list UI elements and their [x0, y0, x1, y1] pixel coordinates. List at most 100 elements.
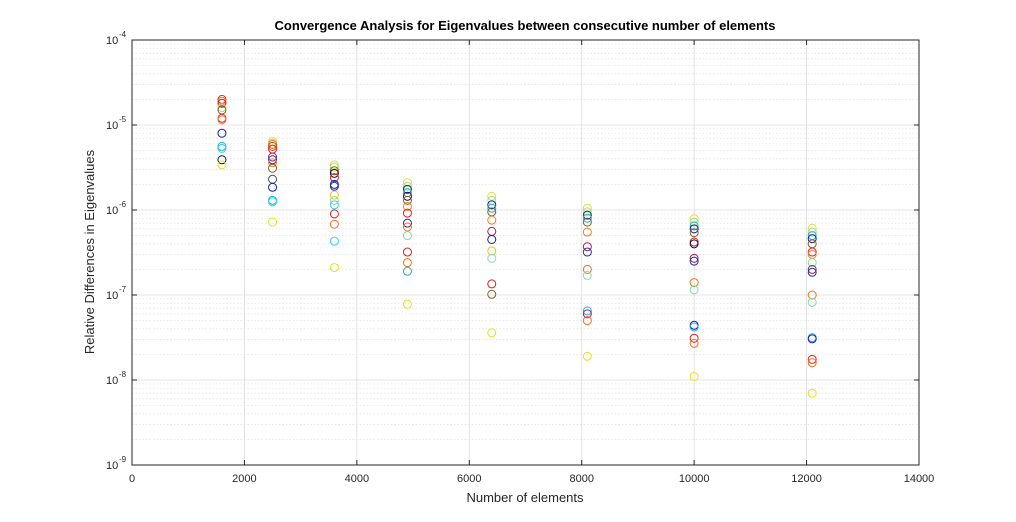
- y-axis-title: Relative Differences in Eigenvalues: [82, 149, 97, 354]
- data-point: [402, 191, 412, 201]
- data-point: [487, 253, 497, 263]
- y-tick-label-base: 10: [106, 290, 118, 302]
- data-point: [268, 182, 278, 192]
- data-point: [402, 181, 412, 191]
- data-point: [217, 155, 227, 165]
- data-point: [329, 195, 339, 205]
- y-tick-label-base: 10: [106, 205, 118, 217]
- data-point: [217, 115, 227, 125]
- data-point: [582, 213, 592, 223]
- data-point: [689, 217, 699, 227]
- plot-area-border: [131, 39, 920, 466]
- y-tick-label-exponent: -8: [119, 370, 127, 379]
- data-point: [582, 207, 592, 217]
- data-point: [582, 316, 592, 326]
- y-axis-ticks: 10-910-810-710-610-510-4: [106, 30, 919, 472]
- data-point: [807, 264, 817, 274]
- data-point: [402, 208, 412, 218]
- data-point: [329, 166, 339, 176]
- data-point: [402, 184, 412, 194]
- data-point: [582, 203, 592, 213]
- data-point: [329, 209, 339, 219]
- data-point: [329, 263, 339, 273]
- data-point: [487, 289, 497, 299]
- data-point: [689, 221, 699, 231]
- x-tick-label: 4000: [345, 473, 369, 485]
- data-point: [217, 143, 227, 153]
- y-tick-label-base: 10: [106, 375, 118, 387]
- y-tick-label-base: 10: [106, 120, 118, 132]
- data-point: [268, 158, 278, 168]
- data-point: [402, 195, 412, 205]
- data-point: [268, 217, 278, 227]
- data-point: [402, 247, 412, 257]
- data-point: [487, 246, 497, 256]
- y-tick-label-exponent: -6: [119, 200, 127, 209]
- data-point: [807, 247, 817, 257]
- data-point: [807, 354, 817, 364]
- data-point: [402, 201, 412, 211]
- data-point: [217, 98, 227, 108]
- data-point: [582, 242, 592, 252]
- x-tick-label: 8000: [569, 473, 593, 485]
- data-point: [582, 217, 592, 227]
- data-points: [217, 94, 817, 398]
- data-point: [689, 285, 699, 295]
- x-axis-ticks: 0 2000 4000 6000 8000 10000 12000 14000: [129, 40, 934, 485]
- x-tick-label: 14000: [904, 473, 935, 485]
- data-point: [402, 266, 412, 276]
- data-point: [487, 234, 497, 244]
- data-point: [689, 322, 699, 332]
- data-point: [329, 173, 339, 183]
- data-point: [487, 215, 497, 225]
- y-tick-label-exponent: -9: [119, 455, 127, 464]
- data-point: [807, 227, 817, 237]
- data-point: [268, 141, 278, 151]
- data-point: [487, 200, 497, 210]
- data-point: [329, 168, 339, 178]
- data-point: [487, 191, 497, 201]
- data-point: [217, 128, 227, 138]
- data-point: [582, 306, 592, 316]
- data-point: [402, 258, 412, 268]
- x-tick-label: 6000: [457, 473, 481, 485]
- data-point: [689, 214, 699, 224]
- data-point: [329, 162, 339, 172]
- data-point: [329, 190, 339, 200]
- data-point: [689, 278, 699, 288]
- data-point: [807, 267, 817, 277]
- data-point: [268, 197, 278, 207]
- data-point: [582, 264, 592, 274]
- data-point: [329, 200, 339, 210]
- data-point: [487, 279, 497, 289]
- data-point: [582, 351, 592, 361]
- data-point: [807, 388, 817, 398]
- y-tick-label-exponent: -4: [119, 30, 127, 39]
- y-tick-label-exponent: -7: [119, 285, 127, 294]
- y-tick-label-base: 10: [106, 35, 118, 47]
- x-tick-label: 12000: [791, 473, 822, 485]
- data-point: [582, 247, 592, 257]
- data-point: [807, 234, 817, 244]
- y-tick-label-base: 10: [106, 460, 118, 472]
- data-point: [689, 333, 699, 343]
- data-point: [582, 309, 592, 319]
- x-axis-title: Number of elements: [466, 490, 584, 505]
- data-point: [329, 160, 339, 170]
- data-point: [402, 299, 412, 309]
- data-point: [689, 371, 699, 381]
- data-point: [807, 297, 817, 307]
- data-point: [217, 160, 227, 170]
- data-point: [487, 203, 497, 213]
- plot-area-background: [132, 40, 919, 465]
- data-point: [329, 181, 339, 191]
- data-point: [582, 227, 592, 237]
- data-point: [402, 231, 412, 241]
- data-point: [689, 228, 699, 238]
- data-point: [689, 239, 699, 249]
- data-point: [689, 224, 699, 234]
- data-point: [329, 219, 339, 229]
- data-point: [268, 152, 278, 162]
